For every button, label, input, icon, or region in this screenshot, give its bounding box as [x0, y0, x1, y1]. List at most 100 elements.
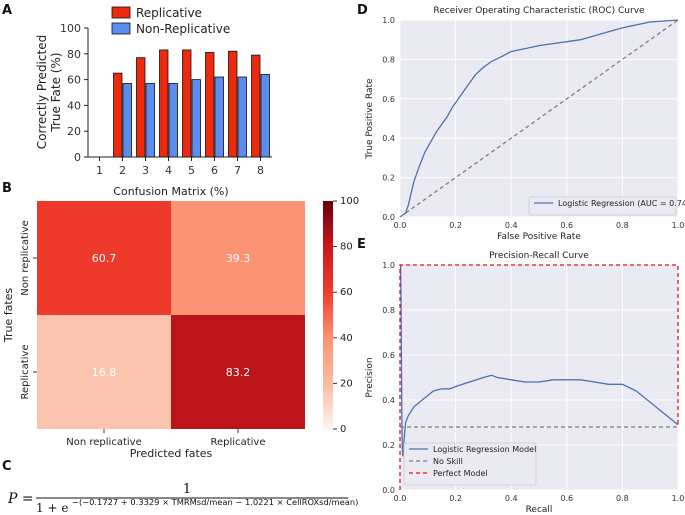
- x-tick-label: 2: [119, 164, 126, 177]
- colorbar-tick-label: 100: [340, 196, 359, 207]
- colorbar-segment: [323, 368, 333, 373]
- legend-label: Replicative: [136, 6, 202, 20]
- colorbar-segment: [323, 379, 333, 384]
- bar-chart-accuracy: 0 20 40 60 80 100 1 2 3 4 5 6 7 8 Correctly PredictedT…: [35, 6, 272, 177]
- colorbar-segment: [323, 387, 333, 392]
- y-axis-label-line: Correctly Predicted: [35, 35, 49, 149]
- y-tick-label: 80: [67, 48, 81, 61]
- cell-value-label: 60.7: [92, 252, 117, 265]
- colorbar-tick-label: 40: [340, 333, 353, 344]
- y-tick-label: 40: [67, 99, 81, 112]
- y-tick-label: 0.6: [382, 95, 395, 104]
- cell-value-label: 39.3: [226, 252, 251, 265]
- colorbar-segment: [323, 284, 333, 289]
- colorbar-segment: [323, 242, 333, 248]
- colorbar-segment: [323, 353, 333, 358]
- colorbar-tick-label: 0: [340, 424, 346, 435]
- x-axis-label: Recall: [526, 505, 553, 515]
- colorbar-segment: [323, 402, 333, 407]
- colorbar-segment: [323, 372, 333, 377]
- colorbar-segment: [323, 410, 333, 415]
- x-tick-label: 0.4: [505, 221, 518, 230]
- x-tick-label: 7: [234, 164, 241, 177]
- precision-recall-chart: 0.0 0.2 0.4 0.6 0.8 1.0 0.0 0.2 0.4 0.6 0.8 1.0 Prec…: [365, 251, 684, 515]
- y-tick-label: 0.6: [382, 351, 395, 360]
- x-tick-label: 6: [211, 164, 218, 177]
- x-axis-label: Predicted fates: [130, 447, 213, 460]
- y-tick-label: 20: [67, 125, 81, 138]
- colorbar-segment: [323, 208, 333, 213]
- colorbar-segment: [323, 299, 333, 305]
- colorbar-segment: [323, 383, 333, 388]
- bar: [182, 49, 192, 158]
- colorbar-segment: [323, 398, 333, 403]
- x-tick-label: 1.0: [672, 221, 685, 230]
- x-tick-label: 0.6: [560, 221, 573, 230]
- formula-denominator-base: 1 + e: [36, 501, 68, 515]
- colorbar-segment: [323, 417, 333, 422]
- x-tick-label: 4: [165, 164, 172, 177]
- chart-title: Receiver Operating Characteristic (ROC) …: [433, 6, 645, 16]
- colorbar-segment: [323, 273, 333, 278]
- y-tick-label: 1.0: [382, 261, 395, 270]
- colorbar-segment: [323, 231, 333, 236]
- x-tick-label: Replicative: [211, 437, 266, 448]
- colorbar-segment: [323, 394, 333, 400]
- heatmap-title: Confusion Matrix (%): [113, 185, 228, 198]
- series-line: [399, 19, 679, 218]
- x-tick-label: 0.0: [394, 221, 407, 230]
- colorbar-segment: [323, 277, 333, 282]
- heatmap-cell: [37, 315, 171, 429]
- colorbar-segment: [323, 413, 333, 419]
- legend-box: [528, 196, 677, 216]
- colorbar-segment: [323, 334, 333, 339]
- y-tick-label: Replicative: [20, 345, 31, 400]
- colorbar-segment: [323, 406, 333, 411]
- x-tick-label: 0.6: [560, 494, 573, 503]
- bar: [251, 54, 261, 158]
- y-tick-label: 0.0: [382, 213, 395, 222]
- chart-title: Precision-Recall Curve: [489, 251, 589, 261]
- legend-label: Logistic Regression (AUC = 0.74): [558, 199, 685, 208]
- colorbar-tick-label: 80: [340, 242, 353, 253]
- legend-box: [403, 442, 537, 486]
- colorbar-segment: [323, 288, 333, 293]
- x-tick-label: 8: [257, 164, 264, 177]
- colorbar-segment: [323, 421, 333, 426]
- x-tick-label: 0.2: [449, 494, 462, 503]
- bar: [159, 49, 169, 158]
- x-tick-label: 0.8: [616, 494, 629, 503]
- colorbar-segment: [323, 318, 333, 324]
- colorbar-segment: [323, 269, 333, 274]
- colorbar-segment: [323, 239, 333, 244]
- colorbar-segment: [323, 326, 333, 331]
- colorbar-segment: [323, 227, 333, 232]
- colorbar-segment: [323, 204, 333, 210]
- legend-swatch: [111, 6, 131, 19]
- colorbar-segment: [323, 337, 333, 343]
- y-tick-label: Non replicative: [20, 220, 31, 295]
- heatmap-cell: [37, 201, 171, 315]
- bar: [136, 57, 146, 158]
- colorbar-segment: [323, 315, 333, 320]
- confusion-matrix-heatmap: 60.7 39.3 16.8 83.2 Confusion Matrix (%) Non …: [2, 185, 359, 460]
- colorbar-segment: [323, 330, 333, 335]
- panel-letter-a: A: [2, 3, 12, 18]
- bar: [145, 83, 155, 158]
- colorbar-segment: [323, 356, 333, 362]
- colorbar-segment: [323, 375, 333, 381]
- colorbar-segment: [323, 235, 333, 240]
- y-tick-label: 1.0: [382, 16, 395, 25]
- colorbar-tick-label: 60: [340, 287, 353, 298]
- bar: [113, 72, 123, 158]
- colorbar-segment: [323, 216, 333, 221]
- colorbar-segment: [323, 292, 333, 297]
- x-tick-label: 0.2: [449, 221, 462, 230]
- colorbar-segment: [323, 303, 333, 308]
- formula-exponent: −(−0.1727 + 0.3329 × TMRMsd/mean − 1.022…: [72, 497, 358, 507]
- bar: [228, 50, 238, 158]
- heatmap-cell: [171, 315, 305, 429]
- y-tick-label: 0.8: [382, 306, 395, 315]
- y-axis-label: Precision: [365, 357, 375, 397]
